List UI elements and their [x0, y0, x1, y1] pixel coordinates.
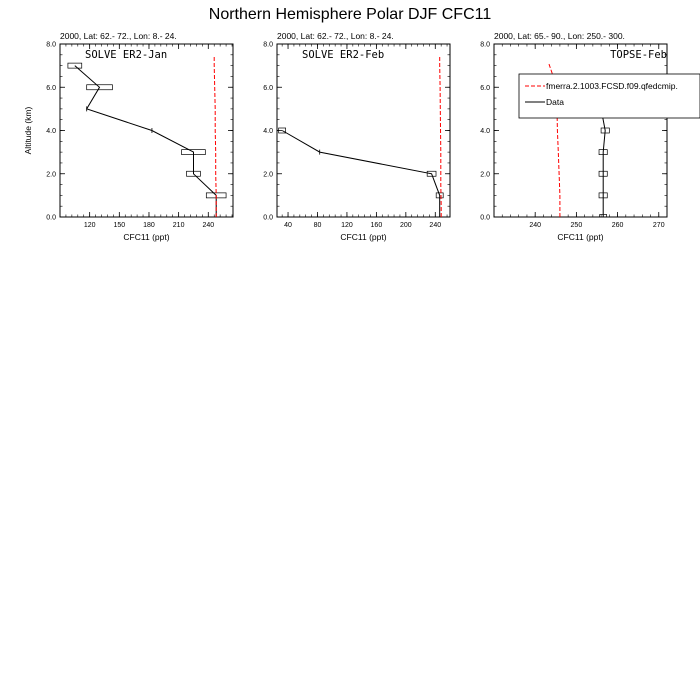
legend-label: Data	[546, 97, 564, 107]
x-axis-label: CFC11 (ppt)	[557, 232, 603, 242]
data-error-box	[186, 170, 201, 177]
panels: 2000, Lat: 62.- 72., Lon: 8.- 24. 120 150 1…	[23, 31, 700, 242]
y-axis-label: Altitude (km)	[23, 106, 33, 154]
axes-frame	[276, 43, 451, 218]
legend-box	[518, 73, 700, 119]
data-error-box	[278, 127, 287, 134]
x-axis-label: CFC11 (ppt)	[340, 232, 386, 242]
plot-area	[278, 57, 444, 217]
y-tick-label: 6.0	[46, 85, 56, 92]
panel-subtitle: 2000, Lat: 62.- 72., Lon: 8.- 24.	[60, 31, 177, 41]
x-tick-label: 260	[612, 222, 624, 229]
x-tick-label: 270	[653, 222, 665, 229]
y-tick-label: 6.0	[263, 85, 273, 92]
x-tick-label: 160	[371, 222, 383, 229]
panel-label: SOLVE ER2-Feb	[302, 49, 384, 61]
y-tick-label: 8.0	[480, 42, 490, 49]
x-tick-label: 200	[400, 222, 412, 229]
x-tick-label: 240	[529, 222, 541, 229]
axes-frame	[493, 43, 668, 218]
x-tick-label: 250	[571, 222, 583, 229]
model-series-line	[439, 57, 442, 217]
data-error-box	[86, 84, 113, 91]
x-tick-label: 120	[84, 222, 96, 229]
x-tick-label: 40	[284, 222, 292, 229]
panel-label: TOPSE-Feb	[610, 49, 667, 61]
y-tick-label: 2.0	[480, 171, 490, 178]
data-error-box	[598, 192, 608, 199]
data-error-box	[435, 192, 444, 199]
data-series-line	[74, 65, 217, 217]
y-tick-label: 6.0	[480, 85, 490, 92]
data-error-box	[181, 149, 206, 155]
legend-label: fmerra.2.1003.FCSD.f09.qfedcmip.	[546, 81, 678, 91]
legend: fmerra.2.1003.FCSD.f09.qfedcmip. Data	[518, 73, 700, 119]
x-tick-label: 210	[173, 222, 185, 229]
data-error-box	[426, 170, 437, 177]
y-tick-label: 0.0	[46, 215, 56, 222]
panel-3: 2000, Lat: 65.- 90., Lon: 250.- 300. 240 2…	[480, 31, 700, 242]
figure-title: Northern Hemisphere Polar DJF CFC11	[209, 6, 492, 23]
plot-area	[67, 57, 227, 217]
y-tick-label: 4.0	[263, 128, 273, 135]
data-error-box	[600, 127, 610, 134]
data-series-line	[281, 130, 441, 217]
y-tick-label: 8.0	[263, 42, 273, 49]
panel-label: SOLVE ER2-Jan	[85, 49, 167, 61]
x-tick-label: 240	[429, 222, 441, 229]
x-tick-label: 80	[314, 222, 322, 229]
data-error-box	[599, 214, 608, 217]
x-tick-label: 180	[143, 222, 155, 229]
x-tick-label: 150	[113, 222, 125, 229]
y-tick-label: 4.0	[46, 128, 56, 135]
y-tick-label: 4.0	[480, 128, 490, 135]
y-tick-label: 2.0	[263, 171, 273, 178]
panel-1: 2000, Lat: 62.- 72., Lon: 8.- 24. 120 150 1…	[23, 31, 234, 242]
y-tick-label: 0.0	[263, 215, 273, 222]
y-tick-label: 2.0	[46, 171, 56, 178]
panel-subtitle: 2000, Lat: 62.- 72., Lon: 8.- 24.	[277, 31, 394, 41]
data-error-box	[598, 170, 608, 177]
data-error-box	[598, 149, 608, 155]
y-tick-label: 8.0	[46, 42, 56, 49]
x-tick-label: 120	[341, 222, 353, 229]
axes-frame	[59, 43, 234, 218]
panel-subtitle: 2000, Lat: 65.- 90., Lon: 250.- 300.	[494, 31, 625, 41]
model-series-line	[213, 57, 217, 217]
data-error-box	[67, 62, 83, 69]
y-tick-label: 0.0	[480, 215, 490, 222]
x-tick-label: 240	[202, 222, 214, 229]
x-axis-label: CFC11 (ppt)	[123, 232, 169, 242]
panel-2: 2000, Lat: 62.- 72., Lon: 8.- 24. 40 80 120…	[263, 31, 451, 242]
